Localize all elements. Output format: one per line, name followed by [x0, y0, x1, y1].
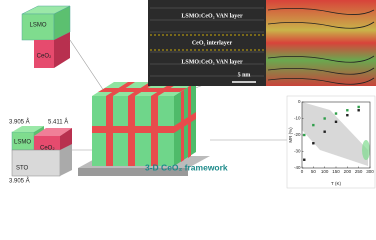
data-point [312, 142, 315, 145]
data-point [357, 105, 360, 109]
data-point [303, 158, 306, 161]
y-tick-label: -30 [294, 149, 301, 154]
cell-label: STO [16, 166, 29, 172]
y-tick-label: 0 [298, 99, 301, 104]
unit-cells: 3.905 Å 5.411 Å LSMO CeO₂ STO 3.905 Å [9, 119, 72, 185]
x-tick-label: 300 [366, 169, 374, 174]
layer-label: LSMO:CeO₂ VAN layer [181, 13, 243, 19]
x-tick-label: 100 [321, 169, 329, 174]
cell-label: LSMO [14, 140, 31, 146]
lattice-label: 5.411 Å [48, 119, 68, 126]
data-point [357, 109, 360, 112]
data-point [303, 133, 306, 137]
figure: LSMO CeO₂ 3.905 Å 5.411 Å LSMO CeO₂ STO … [9, 0, 376, 189]
data-point [334, 120, 338, 123]
x-tick-label: 150 [332, 169, 340, 174]
x-tick-label: 0 [301, 169, 304, 174]
x-tick-label: 50 [311, 169, 317, 174]
lattice-label: 3.905 Å [9, 178, 30, 185]
top-cell: LSMO CeO₂ [21, 5, 71, 68]
framework-caption: 3-D CeO₂ framework [145, 162, 228, 172]
data-point [323, 130, 326, 133]
data-point [323, 117, 326, 120]
scale-bar: 5 nm [238, 72, 251, 78]
y-axis-label: MR (%) [288, 127, 293, 143]
data-point [346, 109, 349, 112]
y-tick-label: -40 [294, 165, 301, 170]
inset-plot: T (K) MR (%) 0 50 100 150 200 250 300 0 -10 -20 -3… [286, 95, 376, 189]
cell-label: CeO₂ [37, 54, 52, 60]
y-tick-label: -10 [294, 116, 301, 121]
cell-label: CeO₂ [40, 146, 55, 152]
cell-label: LSMO [29, 23, 46, 29]
tem-image: LSMO:CeO₂ VAN layer CeO₂ interlayer LSMO… [148, 0, 266, 86]
framework-cube: 3-D CeO₂ framework [78, 82, 228, 176]
x-tick-label: 200 [344, 169, 352, 174]
layer-label: CeO₂ interlayer [192, 40, 233, 46]
lattice-label: 3.905 Å [9, 119, 30, 126]
data-point [334, 112, 338, 115]
x-tick-label: 250 [355, 169, 363, 174]
data-point [346, 114, 349, 117]
x-axis-label: T (K) [331, 181, 341, 186]
y-tick-label: -20 [294, 132, 301, 137]
data-point [312, 123, 315, 127]
layer-label: LSMO:CeO₂ VAN layer [181, 59, 243, 65]
strain-map [266, 0, 376, 86]
